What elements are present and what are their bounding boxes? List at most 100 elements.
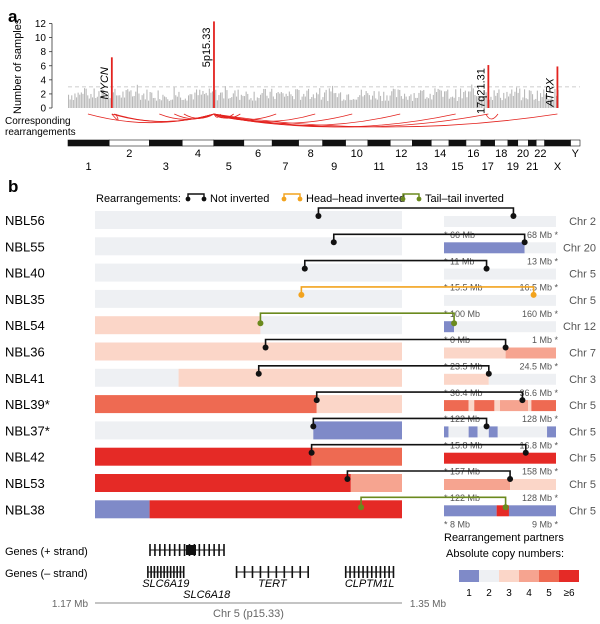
background-bar bbox=[234, 90, 236, 108]
background-bar bbox=[445, 91, 447, 108]
background-bar bbox=[503, 92, 505, 108]
background-bar bbox=[224, 86, 226, 108]
partner-breakpoint-dot bbox=[521, 239, 528, 246]
partner-segment bbox=[505, 347, 556, 359]
rearrangement-legend-title: Rearrangements: bbox=[96, 193, 181, 205]
background-bar bbox=[271, 88, 273, 108]
chromosome-2 bbox=[108, 139, 150, 147]
background-bar bbox=[228, 98, 230, 108]
plus-strand-gene-exon bbox=[164, 544, 166, 556]
genes-plus-label: Genes (+ strand) bbox=[5, 546, 88, 558]
legend-dot-left-head-head-inverted bbox=[281, 196, 287, 202]
rearrangement-arc bbox=[174, 113, 215, 120]
background-bar bbox=[136, 84, 138, 108]
background-bar bbox=[239, 99, 241, 108]
background-bar bbox=[413, 93, 415, 108]
background-bar bbox=[309, 98, 311, 108]
background-bar bbox=[498, 89, 500, 108]
chromosome-label-8: 8 bbox=[308, 148, 314, 160]
minus-strand-gene-tert-exon bbox=[235, 566, 238, 578]
background-bar bbox=[448, 98, 450, 108]
chromosome-label-21: 21 bbox=[526, 161, 538, 173]
background-bar bbox=[84, 88, 86, 108]
partner-segment bbox=[444, 400, 469, 412]
background-bar bbox=[292, 96, 294, 108]
minus-strand-gene-slc6a19-exon bbox=[150, 566, 152, 578]
rearrangement-arc bbox=[213, 113, 558, 128]
background-bar bbox=[175, 95, 177, 108]
background-bar bbox=[189, 94, 191, 108]
peak-label-5p15-33: 5p15.33 bbox=[201, 28, 213, 68]
background-bar bbox=[469, 91, 471, 108]
background-bar bbox=[543, 89, 545, 108]
background-bar bbox=[460, 88, 462, 108]
copy-number-segment bbox=[95, 500, 150, 519]
sample-label-nbl54: NBL54 bbox=[5, 318, 45, 333]
background-bar bbox=[96, 96, 98, 108]
sample-row-nbl38: NBL38 * 8 Mb 9 Mb * Chr 5 bbox=[5, 496, 596, 529]
background-bar bbox=[236, 96, 238, 108]
background-bar bbox=[160, 100, 162, 108]
partner-segment bbox=[444, 294, 556, 306]
background-bar bbox=[434, 88, 436, 108]
background-bar bbox=[223, 98, 225, 108]
chromosome-11 bbox=[367, 139, 391, 147]
plus-strand-gene-exon bbox=[159, 544, 161, 556]
sample-row-nbl41: NBL41* 36.4 Mb 36.6 Mb *Chr 3 bbox=[5, 365, 596, 398]
chromosome-label-1: 1 bbox=[86, 161, 92, 173]
copy-number-segment bbox=[350, 474, 402, 492]
partner-segment bbox=[496, 505, 509, 517]
peak-bar-mycn bbox=[110, 57, 113, 108]
background-bar bbox=[511, 89, 513, 108]
minus-strand-gene-clptm1l-exon bbox=[353, 566, 356, 578]
partner-segment bbox=[448, 426, 469, 438]
background-bar bbox=[392, 88, 394, 108]
partner-end-nbl36: 24.5 Mb * bbox=[519, 362, 558, 372]
background-bar bbox=[301, 96, 303, 108]
background-bar bbox=[338, 93, 340, 108]
chromosome-label-11: 11 bbox=[373, 161, 384, 173]
background-bar bbox=[122, 91, 124, 108]
background-bar bbox=[266, 95, 268, 108]
background-bar bbox=[464, 90, 466, 108]
partner-chrom-nbl35: Chr 5 bbox=[569, 295, 596, 307]
background-bar bbox=[100, 96, 102, 108]
background-bar bbox=[114, 88, 116, 108]
background-bar bbox=[95, 98, 97, 108]
partner-segment bbox=[468, 426, 478, 438]
sample-label-nbl40: NBL40 bbox=[5, 266, 45, 281]
sample-label-nbl56: NBL56 bbox=[5, 213, 45, 228]
background-bar bbox=[74, 93, 76, 108]
copy-number-swatch-1 bbox=[459, 570, 479, 582]
background-bar bbox=[143, 93, 145, 108]
partner-end-nbl37: 16.8 Mb * bbox=[519, 440, 558, 450]
minus-strand-gene-slc6a19-exon bbox=[156, 566, 159, 578]
sample-label-nbl55: NBL55 bbox=[5, 239, 45, 254]
copy-number-segment bbox=[95, 342, 402, 361]
background-bar bbox=[135, 91, 137, 108]
chromosome-label-5: 5 bbox=[226, 161, 232, 173]
background-bar bbox=[528, 90, 530, 108]
chromosome-14 bbox=[430, 139, 450, 147]
background-bar bbox=[250, 98, 252, 108]
minus-strand-gene-slc6a19-exon bbox=[160, 566, 162, 578]
plus-strand-gene-exon bbox=[168, 544, 171, 556]
background-bar bbox=[229, 98, 231, 108]
chromosome-5 bbox=[213, 139, 245, 147]
peak-bar-atrx bbox=[556, 66, 559, 108]
background-bar bbox=[90, 93, 92, 108]
background-bar bbox=[244, 96, 246, 108]
rearrangement-link bbox=[257, 365, 490, 374]
background-bar bbox=[312, 94, 314, 108]
region-axis-start-label: 1.17 Mb bbox=[52, 599, 89, 610]
background-bar bbox=[127, 89, 129, 108]
background-bar bbox=[533, 99, 535, 108]
sample-row-nbl40: NBL40* 15.5 Mb 16.5 Mb *Chr 5 bbox=[5, 259, 596, 293]
region-axis-end-label: 1.35 Mb bbox=[410, 599, 447, 610]
chromosome-10 bbox=[345, 139, 369, 147]
copy-number-segment bbox=[316, 395, 402, 414]
background-bar bbox=[479, 97, 481, 108]
minus-strand-gene-tert-exon bbox=[275, 566, 278, 578]
copy-number-segment bbox=[149, 500, 402, 519]
